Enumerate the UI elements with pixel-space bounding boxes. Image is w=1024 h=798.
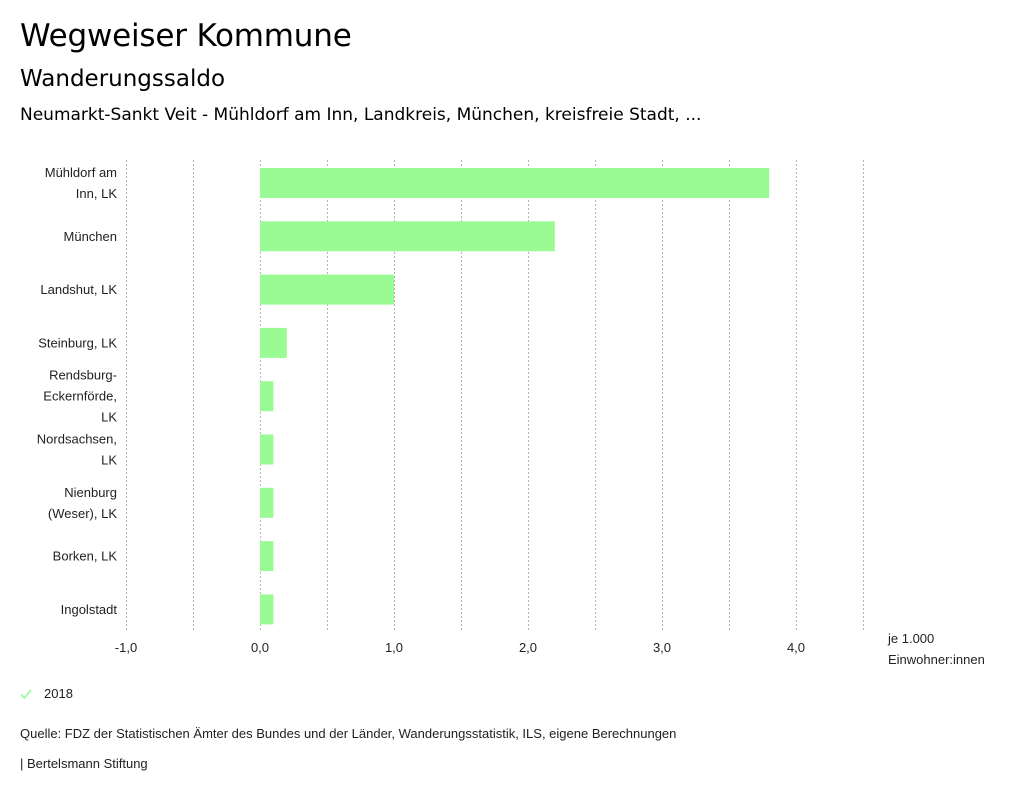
category-labels: Mühldorf am Inn, LK München Landshut, LK Ste…	[37, 165, 118, 617]
category-label: Rendsburg-	[49, 368, 117, 383]
region-selection: Neumarkt-Sankt Veit - Mühldorf am Inn, L…	[20, 105, 702, 125]
category-label: LK	[101, 453, 117, 468]
x-tick-label: 1,0	[385, 640, 403, 655]
x-tick-label: 4,0	[787, 640, 805, 655]
x-axis-unit-line-1: je 1.000	[888, 631, 935, 646]
category-label: Eckernförde,	[43, 389, 117, 404]
x-tick-label: 0,0	[251, 640, 269, 655]
bar[interactable]	[260, 594, 274, 625]
category-label: LK	[101, 410, 117, 425]
bar[interactable]	[260, 381, 274, 412]
category-label: Landshut, LK	[40, 282, 117, 297]
category-label: Mühldorf am	[45, 165, 117, 180]
source-note: Quelle: FDZ der Statistischen Ämter des …	[20, 726, 677, 741]
legend-item-2018[interactable]: 2018	[20, 686, 73, 701]
category-label: Nienburg	[64, 485, 117, 500]
x-axis-unit-label: je 1.000 Einwohner:innen	[888, 628, 985, 670]
category-label: Inn, LK	[76, 186, 118, 201]
bar[interactable]	[260, 487, 274, 518]
category-label: (Weser), LK	[48, 506, 117, 521]
bar[interactable]	[260, 434, 274, 465]
credit-note: | Bertelsmann Stiftung	[20, 756, 148, 771]
page-title: Wegweiser Kommune	[20, 18, 352, 54]
x-tick-labels: -1,0 0,0 1,0 2,0 3,0 4,0	[115, 640, 805, 655]
category-label: Steinburg, LK	[38, 335, 117, 350]
category-label: Ingolstadt	[61, 602, 118, 617]
bar[interactable]	[260, 168, 770, 198]
bars	[260, 168, 770, 625]
x-axis-unit-line-2: Einwohner:innen	[888, 652, 985, 667]
bar[interactable]	[260, 221, 555, 252]
check-icon	[20, 688, 32, 699]
bar[interactable]	[260, 274, 394, 305]
chart-subtitle: Wanderungssaldo	[20, 66, 226, 92]
x-tick-label: 2,0	[519, 640, 537, 655]
bar[interactable]	[260, 541, 274, 572]
x-tick-label: 3,0	[653, 640, 671, 655]
x-tick-label: -1,0	[115, 640, 137, 655]
legend-label: 2018	[44, 686, 73, 701]
gridlines	[126, 160, 864, 632]
category-label: München	[64, 229, 117, 244]
category-label: Nordsachsen,	[37, 432, 117, 447]
bar-chart: Mühldorf am Inn, LK München Landshut, LK Ste…	[37, 160, 864, 655]
category-label: Borken, LK	[53, 549, 118, 564]
bar[interactable]	[260, 327, 287, 358]
